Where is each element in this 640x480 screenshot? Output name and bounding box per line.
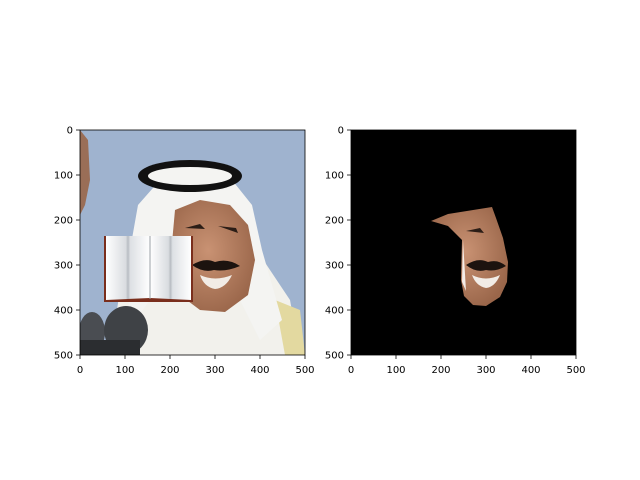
y-tick-label: 200 bbox=[325, 216, 344, 227]
panel-mask bbox=[351, 130, 576, 355]
x-tick-label: 400 bbox=[250, 365, 269, 376]
headscarf-top bbox=[148, 167, 232, 185]
book-right-page bbox=[150, 236, 191, 300]
y-tick-label: 400 bbox=[54, 306, 73, 317]
x-tick-label: 0 bbox=[77, 365, 83, 376]
y-tick-label: 300 bbox=[325, 261, 344, 272]
x-tick-label: 200 bbox=[160, 365, 179, 376]
book-left-page bbox=[106, 236, 150, 300]
moustache bbox=[192, 260, 240, 271]
x-tick-label: 300 bbox=[476, 365, 495, 376]
left-axes-ticks: 0 100 200 300 400 500 0 100 200 300 400 500 bbox=[54, 126, 315, 377]
left-eyebrow bbox=[185, 224, 205, 229]
y-tick-label: 100 bbox=[54, 171, 73, 182]
segment-edge bbox=[462, 240, 466, 291]
y-tick-label: 500 bbox=[325, 351, 344, 362]
right-frame bbox=[350, 129, 577, 356]
x-tick-label: 300 bbox=[205, 365, 224, 376]
x-tick-label: 0 bbox=[348, 365, 354, 376]
right-eyebrow bbox=[218, 226, 238, 233]
robe-trim bbox=[275, 300, 305, 355]
mask-eyebrow bbox=[466, 228, 484, 233]
y-tick-label: 0 bbox=[67, 126, 73, 137]
x-tick-label: 500 bbox=[295, 365, 314, 376]
right-axes-ticks: 0 100 200 300 400 500 0 100 200 300 400 500 bbox=[325, 126, 586, 377]
x-tick-label: 100 bbox=[115, 365, 134, 376]
microphone-base bbox=[80, 340, 140, 355]
y-tick-label: 400 bbox=[325, 306, 344, 317]
book-overlay bbox=[104, 236, 193, 302]
y-tick-label: 0 bbox=[338, 126, 344, 137]
mask-moustache bbox=[466, 260, 506, 271]
x-tick-label: 400 bbox=[521, 365, 540, 376]
mask-teeth bbox=[472, 275, 500, 288]
x-tick-label: 500 bbox=[566, 365, 585, 376]
x-tick-label: 100 bbox=[386, 365, 405, 376]
y-tick-label: 300 bbox=[54, 261, 73, 272]
y-tick-label: 500 bbox=[54, 351, 73, 362]
x-tick-label: 200 bbox=[431, 365, 450, 376]
y-tick-label: 100 bbox=[325, 171, 344, 182]
left-frame bbox=[79, 129, 306, 356]
bystander-face bbox=[80, 130, 90, 215]
panel-original bbox=[80, 130, 305, 355]
y-tick-label: 200 bbox=[54, 216, 73, 227]
teeth bbox=[200, 275, 232, 289]
